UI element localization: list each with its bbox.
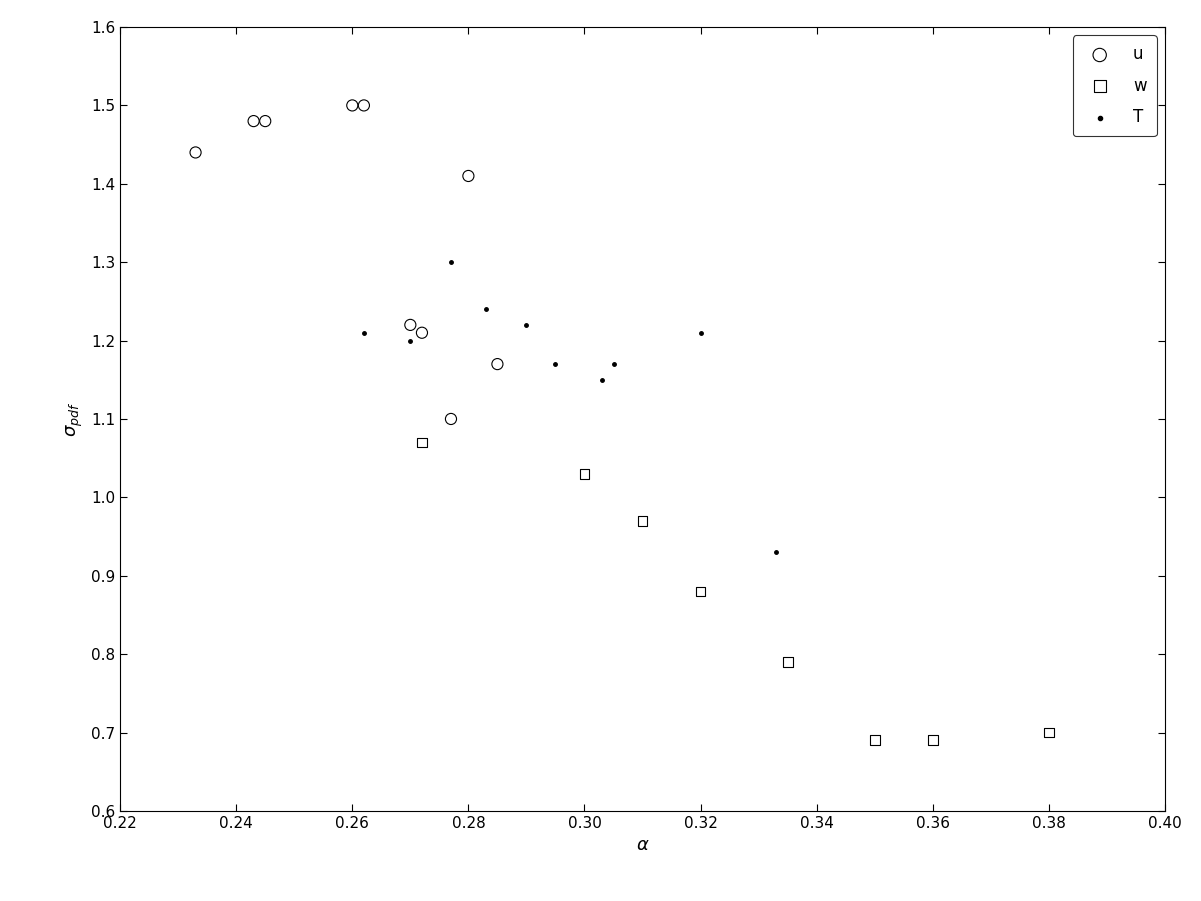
- T: [516, 318, 536, 332]
- T: [442, 255, 461, 269]
- T: [592, 373, 611, 387]
- u: [186, 145, 205, 159]
- w: [778, 655, 797, 669]
- u: [488, 357, 507, 371]
- u: [342, 98, 362, 113]
- u: [459, 168, 478, 183]
- T: [401, 333, 420, 348]
- w: [1039, 725, 1058, 740]
- w: [865, 733, 884, 748]
- T: [604, 357, 623, 371]
- u: [354, 98, 374, 113]
- w: [575, 467, 594, 481]
- u: [244, 114, 263, 128]
- T: [476, 302, 495, 316]
- T: [766, 545, 785, 560]
- Y-axis label: $\sigma_{pdf}$: $\sigma_{pdf}$: [65, 401, 85, 437]
- T: [691, 325, 710, 340]
- w: [633, 514, 652, 528]
- u: [256, 114, 275, 128]
- u: [412, 325, 431, 340]
- w: [691, 584, 710, 598]
- u: [401, 318, 420, 332]
- Legend: u, w, T: u, w, T: [1072, 35, 1157, 136]
- u: [442, 412, 461, 426]
- w: [924, 733, 943, 748]
- T: [354, 325, 374, 340]
- w: [412, 435, 431, 450]
- X-axis label: $\alpha$: $\alpha$: [635, 836, 650, 854]
- T: [545, 357, 564, 371]
